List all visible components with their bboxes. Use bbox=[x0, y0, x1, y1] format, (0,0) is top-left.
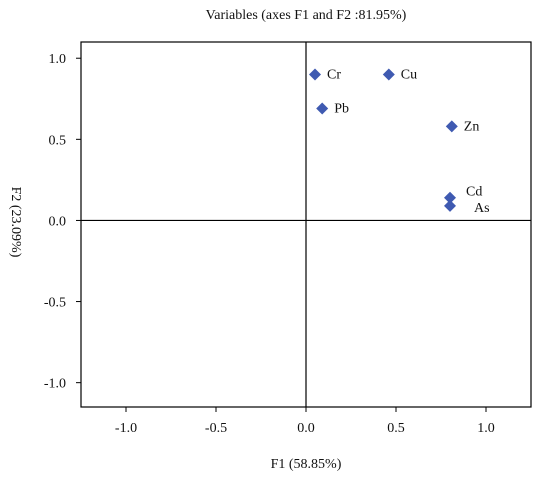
point-marker-pb bbox=[316, 102, 329, 115]
point-label-zn: Zn bbox=[464, 119, 480, 134]
y-tick-label: 0.5 bbox=[49, 133, 67, 148]
y-tick-label: 0.0 bbox=[49, 214, 67, 229]
point-marker-cr bbox=[309, 68, 321, 81]
x-axis-ticks: -1.0 -0.5 0.0 0.5 1.0 bbox=[115, 407, 495, 436]
point-marker-cd bbox=[444, 191, 456, 204]
y-tick-label: -0.5 bbox=[44, 296, 66, 311]
point-marker-as bbox=[444, 199, 456, 212]
x-tick-label: 1.0 bbox=[477, 421, 495, 436]
x-tick-label: -1.0 bbox=[115, 421, 137, 436]
point-label-cu: Cu bbox=[401, 67, 417, 82]
point-label-pb: Pb bbox=[334, 102, 349, 117]
y-axis-ticks: 1.0 0.5 0.0 -0.5 -1.0 bbox=[44, 52, 81, 392]
reference-lines bbox=[81, 42, 531, 407]
x-tick-label: -0.5 bbox=[205, 421, 227, 436]
point-label-as: As bbox=[474, 201, 490, 216]
y-axis-label: F2 (23.09%) bbox=[8, 187, 23, 258]
x-tick-label: 0.0 bbox=[297, 421, 315, 436]
chart-title: Variables (axes F1 and F2 :81.95%) bbox=[206, 8, 407, 23]
point-label-cd: Cd bbox=[466, 185, 482, 200]
x-tick-label: 0.5 bbox=[387, 421, 405, 436]
point-label-cr: Cr bbox=[327, 67, 341, 82]
y-tick-label: -1.0 bbox=[44, 377, 66, 392]
y-tick-label: 1.0 bbox=[49, 52, 67, 67]
point-marker-cu bbox=[382, 68, 395, 81]
point-marker-zn bbox=[445, 120, 458, 133]
x-axis-label: F1 (58.85%) bbox=[271, 457, 342, 472]
